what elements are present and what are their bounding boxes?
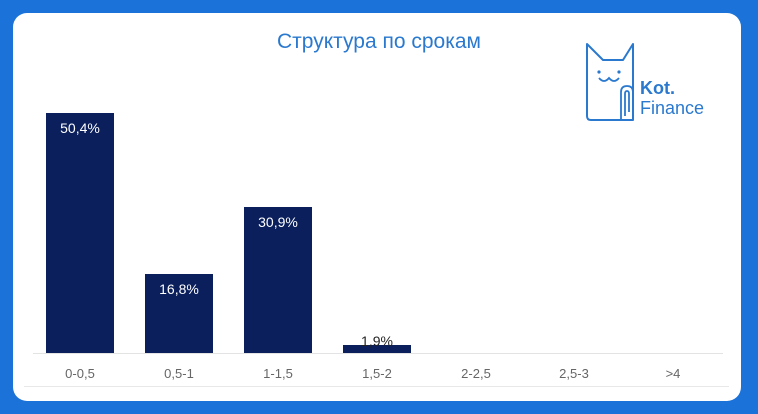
bar-1 (145, 274, 213, 353)
bar-2 (244, 207, 312, 353)
logo-text-kot: Kot. (640, 78, 675, 98)
bar-label-3: 1,9% (361, 333, 393, 349)
logo-text-finance: Finance (640, 98, 705, 118)
bar-label-2: 30,9% (258, 214, 298, 230)
bar-3 (343, 345, 411, 353)
x-tick-6: >4 (665, 366, 681, 381)
x-tick-4: 2-2,5 (461, 366, 491, 381)
bar-label-1: 16,8% (159, 281, 199, 297)
x-tick-2: 1-1,5 (263, 366, 293, 381)
x-axis-line (33, 353, 723, 354)
cat-paperclip-icon (586, 43, 634, 121)
chart-title: Структура по срокам (277, 30, 481, 53)
x-tick-5: 2,5-3 (559, 366, 589, 381)
bar-0 (46, 113, 114, 353)
table-divider (24, 386, 729, 387)
chart-card (13, 13, 741, 401)
x-tick-0: 0-0,5 (65, 366, 95, 381)
x-tick-1: 0,5-1 (164, 366, 194, 381)
bar-label-0: 50,4% (60, 120, 100, 136)
x-tick-3: 1,5-2 (362, 366, 392, 381)
